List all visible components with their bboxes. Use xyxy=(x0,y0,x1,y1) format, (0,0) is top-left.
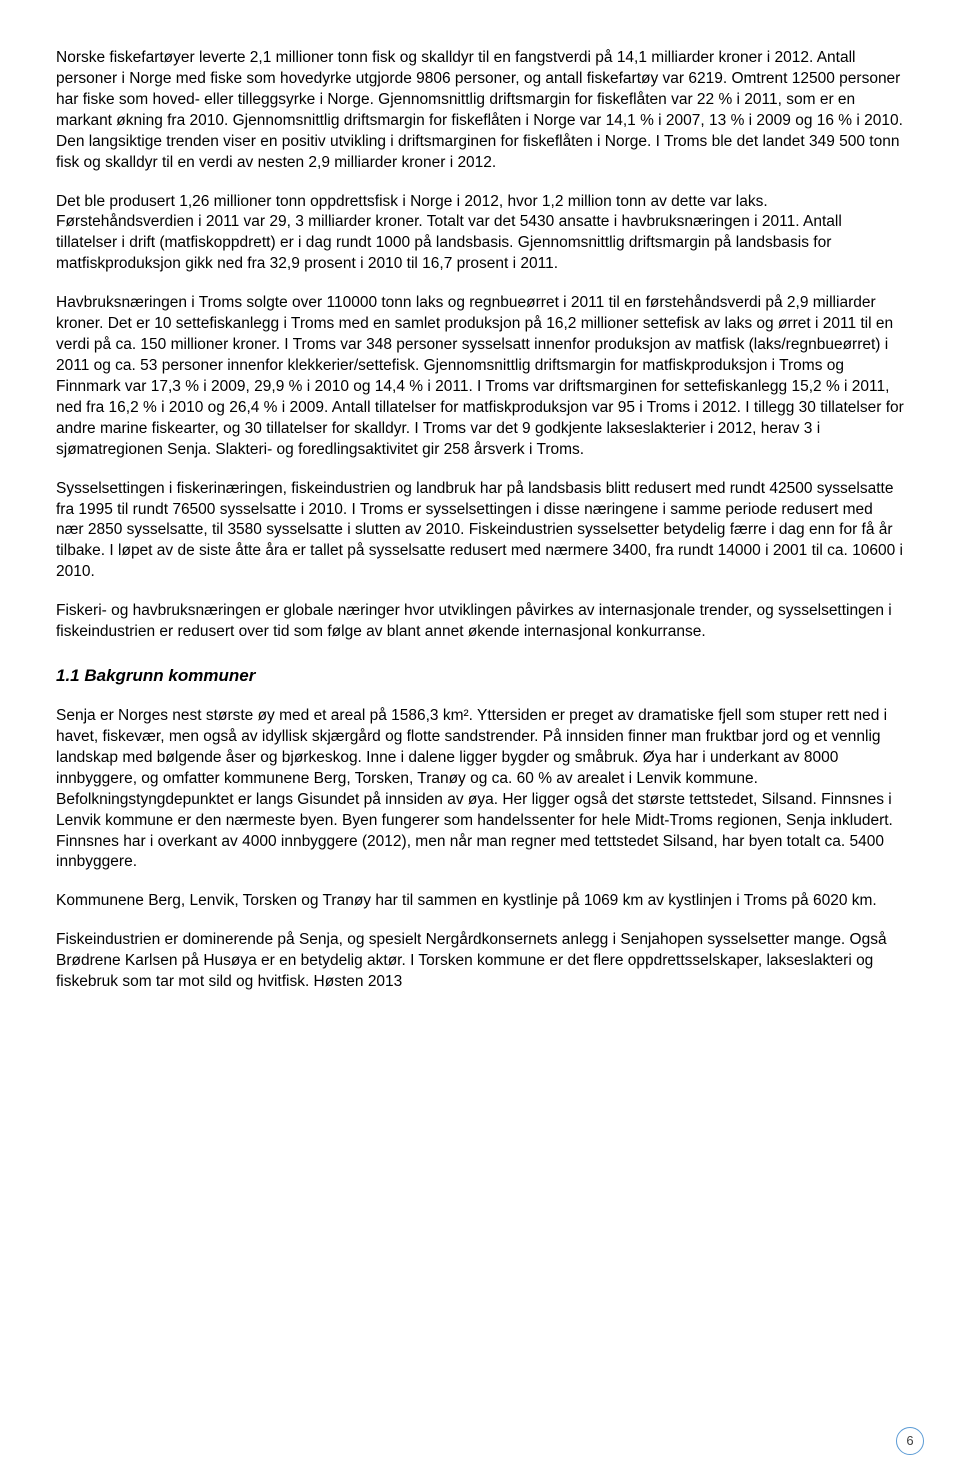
page-number-container: 6 xyxy=(896,1427,924,1455)
section-heading: 1.1 Bakgrunn kommuner xyxy=(56,665,904,688)
body-paragraph: Sysselsettingen i fiskerinæringen, fiske… xyxy=(56,479,904,584)
body-paragraph: Kommunene Berg, Lenvik, Torsken og Tranø… xyxy=(56,891,904,912)
body-paragraph: Fiskeri- og havbruksnæringen er globale … xyxy=(56,601,904,643)
page-number: 6 xyxy=(896,1427,924,1455)
body-paragraph: Senja er Norges nest største øy med et a… xyxy=(56,706,904,873)
body-paragraph: Fiskeindustrien er dominerende på Senja,… xyxy=(56,930,904,993)
body-paragraph: Havbruksnæringen i Troms solgte over 110… xyxy=(56,293,904,460)
body-paragraph: Norske fiskefartøyer leverte 2,1 million… xyxy=(56,48,904,174)
body-paragraph: Det ble produsert 1,26 millioner tonn op… xyxy=(56,192,904,276)
